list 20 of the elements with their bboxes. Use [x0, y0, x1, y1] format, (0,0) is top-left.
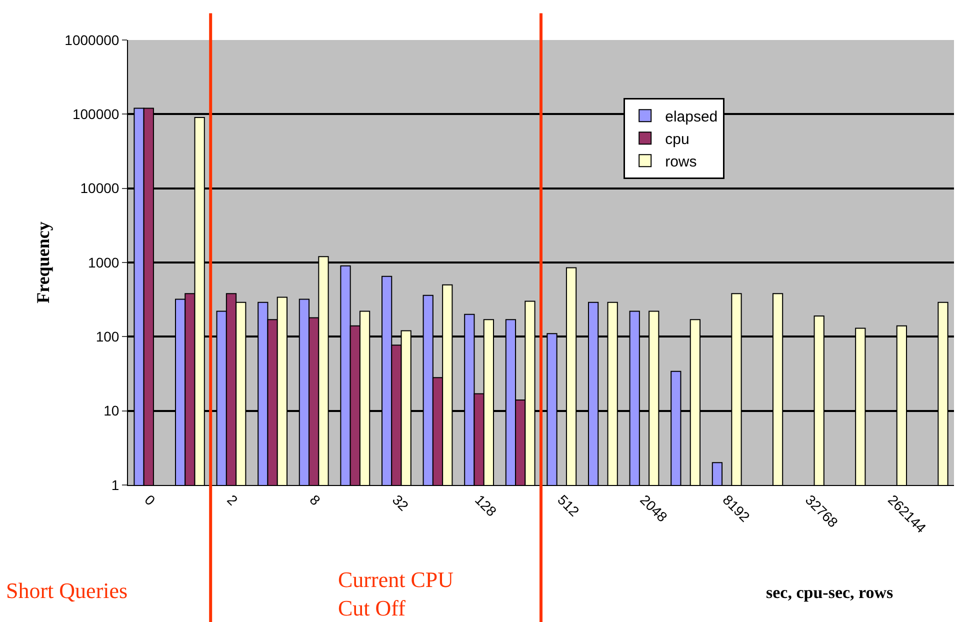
y-tick-label: 10 [104, 402, 120, 419]
y-axis-title: Frequency [32, 222, 53, 304]
text: Current CPU Cut Off [338, 567, 454, 621]
legend-label: cpu [665, 130, 690, 148]
text: Short Queries [6, 578, 128, 603]
y-tick-label: 100000 [72, 106, 120, 122]
x-tick-label: 512 [554, 492, 583, 520]
x-tick-label: 8 [306, 492, 324, 509]
x-tick-label: 0 [142, 492, 159, 509]
y-tick-label: 1000000 [64, 32, 120, 48]
legend-label: rows [665, 153, 697, 170]
x-tick-label: 2 [224, 492, 242, 509]
x-tick-label: 128 [472, 492, 500, 520]
y-tick-label: 1 [111, 476, 120, 493]
x-axis-title: sec, cpu-sec, rows [766, 583, 894, 602]
y-tick-label: 10000 [80, 180, 120, 196]
legend-label: elapsed [665, 108, 718, 126]
x-tick-label: 32 [389, 492, 412, 514]
y-tick-label: 100 [96, 328, 120, 345]
y-tick-label: 1000 [88, 254, 120, 270]
